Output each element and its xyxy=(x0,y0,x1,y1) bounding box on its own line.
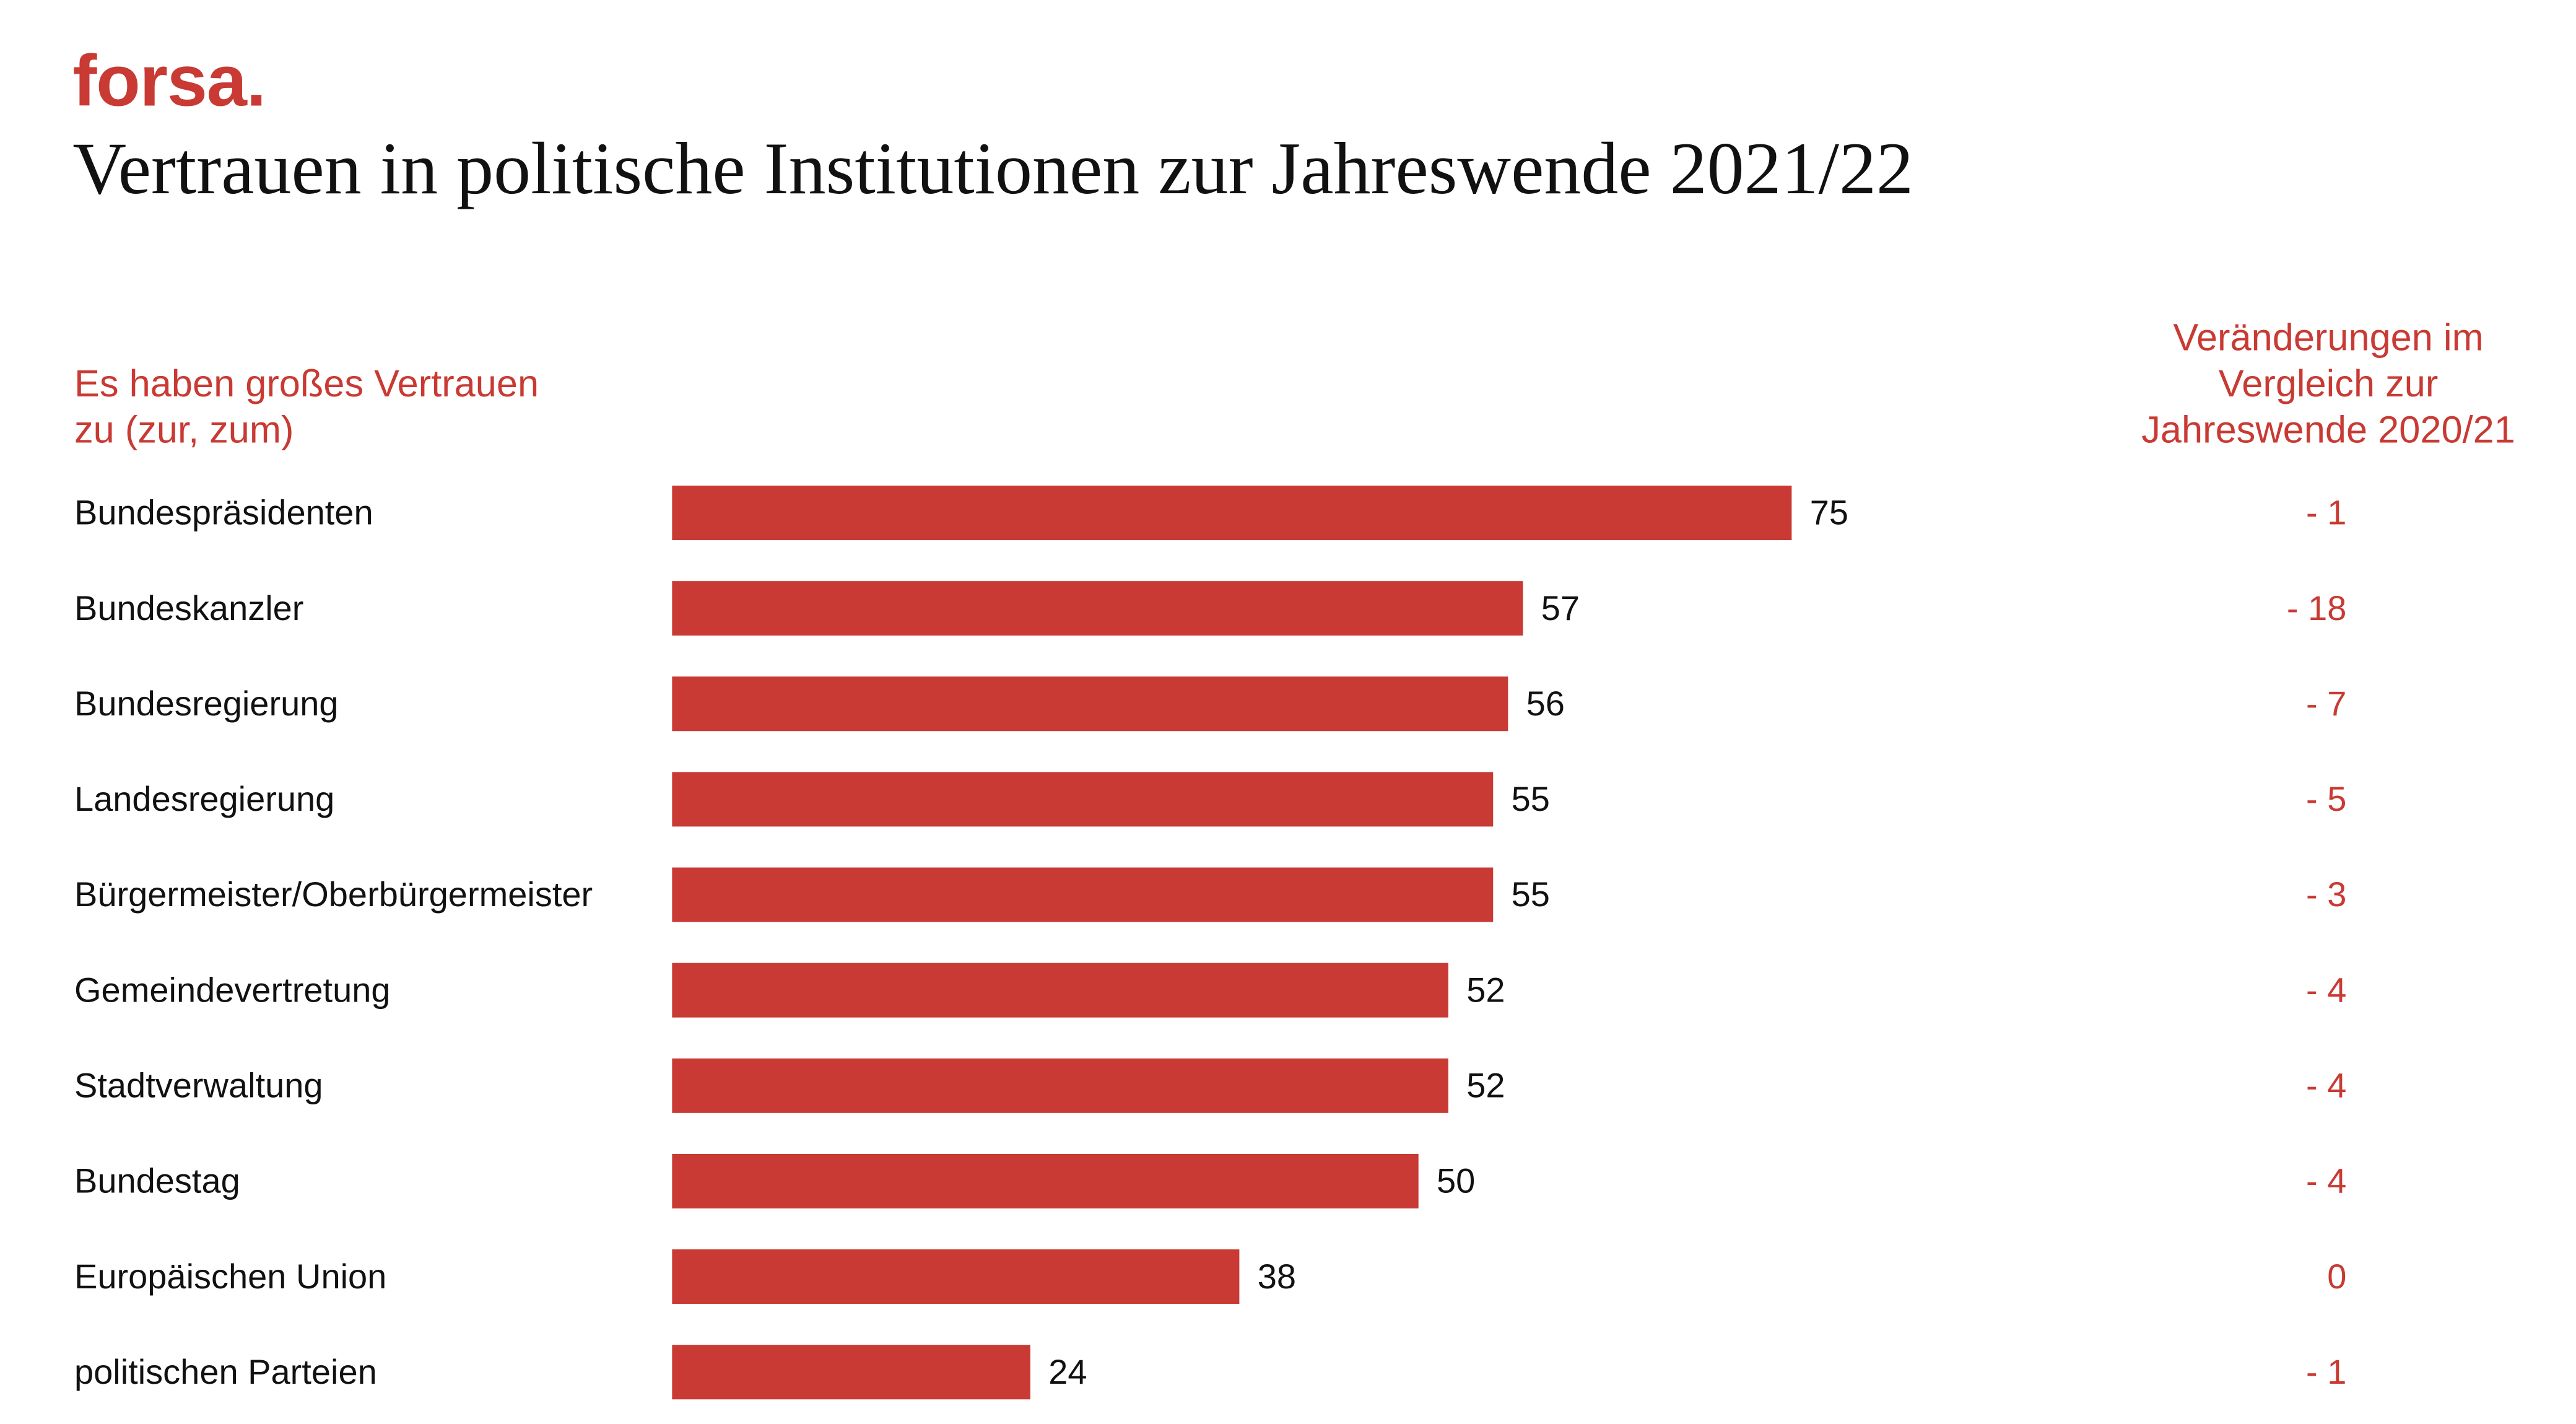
change-label: - 1 xyxy=(2306,1352,2346,1391)
brand-logo: forsa. xyxy=(72,41,266,123)
change-label: - 3 xyxy=(2306,875,2346,914)
chart-subtitle: Es haben großes Vertrauen zu (zur, zum) xyxy=(74,362,539,452)
bar xyxy=(672,772,1494,827)
bar xyxy=(672,676,1508,732)
category-label: politischen Parteien xyxy=(74,1352,377,1391)
change-label: - 4 xyxy=(2306,970,2346,1009)
change-label: - 4 xyxy=(2306,1161,2346,1200)
category-label: Bundestag xyxy=(74,1161,240,1200)
change-label: - 4 xyxy=(2306,1065,2346,1104)
category-label: Bundeskanzler xyxy=(74,588,303,627)
change-label: 0 xyxy=(2327,1257,2346,1296)
value-label: 75 xyxy=(1810,493,1848,532)
bar xyxy=(672,1058,1448,1113)
bar xyxy=(672,1153,1419,1208)
bar xyxy=(672,1249,1240,1304)
category-label: Stadtverwaltung xyxy=(74,1065,323,1104)
bar xyxy=(672,581,1523,636)
bar xyxy=(672,867,1494,922)
change-label: - 7 xyxy=(2306,684,2346,723)
bar xyxy=(672,1345,1030,1400)
category-label: Europäischen Union xyxy=(74,1257,386,1296)
category-label: Bundesregierung xyxy=(74,684,339,723)
category-label: Bürgermeister/Oberbürgermeister xyxy=(74,875,593,914)
value-label: 55 xyxy=(1512,779,1550,818)
category-label: Gemeindevertretung xyxy=(74,970,391,1009)
value-label: 55 xyxy=(1512,875,1550,914)
value-label: 52 xyxy=(1466,1065,1505,1104)
chart-title: Vertrauen in politische Institutionen zu… xyxy=(72,127,1913,210)
bar xyxy=(672,963,1448,1018)
value-label: 56 xyxy=(1526,684,1565,723)
value-label: 57 xyxy=(1541,588,1580,627)
bar xyxy=(672,486,1792,541)
change-column-header: Veränderungen im Vergleich zur Jahreswen… xyxy=(2141,315,2515,452)
value-label: 24 xyxy=(1048,1352,1087,1391)
category-label: Bundespräsidenten xyxy=(74,493,373,532)
category-label: Landesregierung xyxy=(74,779,334,818)
value-label: 52 xyxy=(1466,970,1505,1009)
value-label: 38 xyxy=(1258,1257,1296,1296)
change-label: - 1 xyxy=(2306,493,2346,532)
change-label: - 18 xyxy=(2287,588,2347,627)
change-label: - 5 xyxy=(2306,779,2346,818)
value-label: 50 xyxy=(1437,1161,1475,1200)
